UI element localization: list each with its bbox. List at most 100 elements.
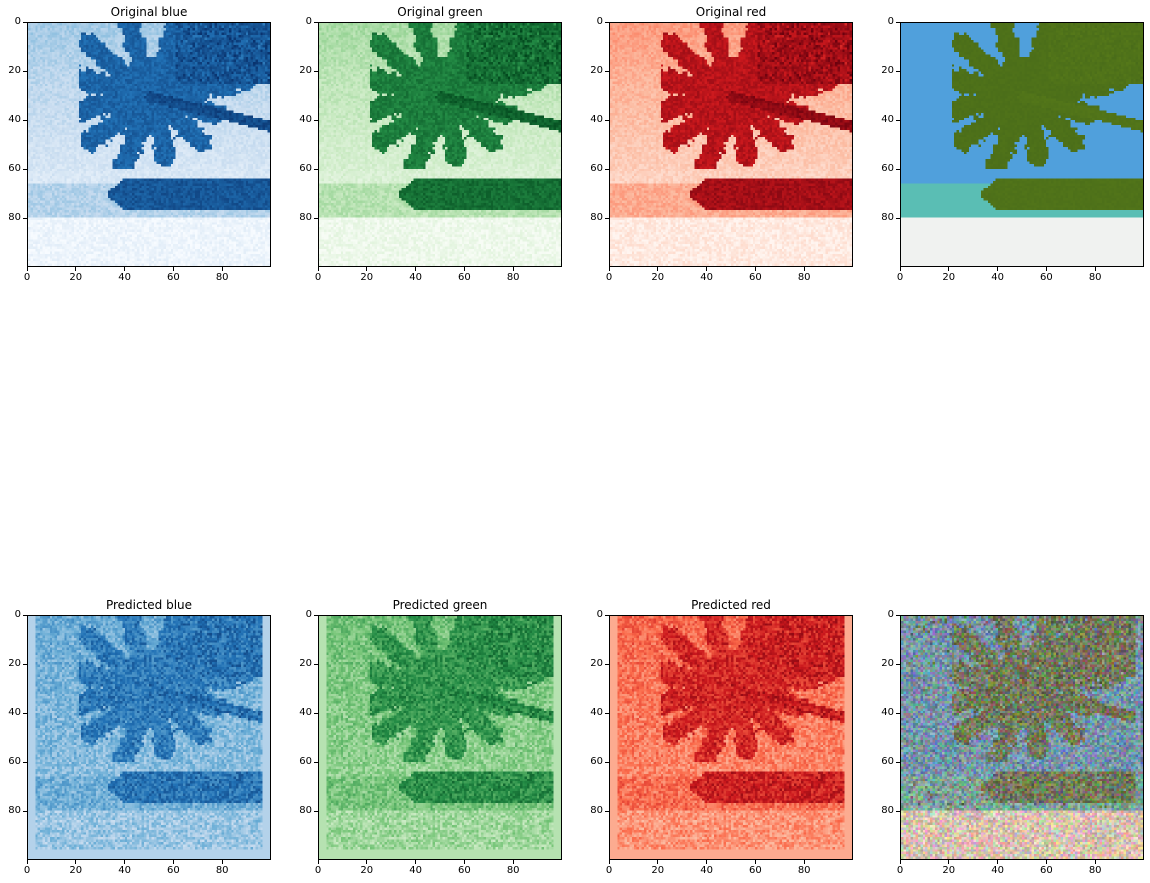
x-tick-label: 60 — [1040, 272, 1053, 283]
x-tick-label: 60 — [167, 865, 180, 876]
y-tick-mark — [605, 712, 609, 714]
y-tick-mark — [896, 119, 900, 121]
x-tick-mark — [512, 267, 514, 271]
x-tick-mark — [608, 267, 610, 271]
y-tick-mark — [314, 168, 318, 170]
x-tick-label: 0 — [896, 865, 904, 876]
image-panel — [318, 615, 562, 860]
x-tick-mark — [1094, 860, 1096, 864]
y-tick-mark — [896, 712, 900, 714]
x-tick-label: 80 — [506, 865, 520, 876]
y-tick-label: 20 — [299, 65, 312, 76]
x-tick-label: 80 — [797, 272, 811, 283]
y-tick-label: 20 — [299, 658, 312, 669]
y-tick-label: 40 — [881, 114, 894, 125]
x-tick-mark — [124, 267, 126, 271]
x-tick-mark — [415, 267, 417, 271]
x-tick-label: 0 — [23, 272, 31, 283]
x-tick-mark — [997, 860, 999, 864]
y-tick-label: 80 — [8, 805, 21, 816]
x-tick-label: 60 — [749, 865, 762, 876]
y-tick-mark — [896, 761, 900, 763]
x-tick-mark — [899, 267, 901, 271]
x-tick-mark — [1045, 860, 1047, 864]
y-tick-label: 80 — [299, 212, 312, 223]
x-tick-mark — [948, 267, 950, 271]
y-tick-mark — [896, 70, 900, 72]
x-tick-label: 60 — [167, 272, 180, 283]
x-tick-label: 0 — [314, 865, 322, 876]
y-tick-label: 0 — [14, 16, 21, 27]
x-tick-mark — [172, 267, 174, 271]
y-tick-mark — [23, 810, 27, 812]
x-tick-label: 0 — [605, 272, 613, 283]
y-tick-mark — [23, 217, 27, 219]
x-tick-mark — [803, 860, 805, 864]
y-tick-mark — [314, 217, 318, 219]
y-tick-mark — [896, 217, 900, 219]
y-tick-mark — [314, 119, 318, 121]
x-tick-label: 20 — [69, 865, 83, 876]
x-tick-label: 80 — [1088, 272, 1102, 283]
heatmap-image — [610, 616, 852, 859]
heatmap-image — [319, 616, 561, 859]
y-tick-mark — [23, 168, 27, 170]
image-panel — [900, 615, 1144, 860]
y-tick-label: 60 — [881, 163, 894, 174]
panel-title: Original blue — [110, 5, 188, 19]
y-tick-label: 0 — [14, 609, 21, 620]
x-tick-mark — [75, 860, 77, 864]
y-tick-label: 20 — [590, 658, 603, 669]
x-tick-label: 80 — [797, 865, 811, 876]
x-tick-mark — [415, 860, 417, 864]
x-tick-mark — [221, 860, 223, 864]
x-tick-label: 80 — [215, 865, 229, 876]
heatmap-image — [319, 23, 561, 266]
x-tick-mark — [657, 267, 659, 271]
x-tick-label: 20 — [942, 865, 956, 876]
x-tick-label: 60 — [458, 272, 471, 283]
y-tick-mark — [314, 761, 318, 763]
y-tick-label: 20 — [881, 658, 894, 669]
x-tick-label: 40 — [118, 865, 131, 876]
y-tick-label: 40 — [8, 707, 21, 718]
x-tick-mark — [948, 860, 950, 864]
x-tick-mark — [26, 267, 28, 271]
x-tick-mark — [26, 860, 28, 864]
y-tick-mark — [23, 21, 27, 23]
y-tick-label: 40 — [299, 114, 312, 125]
x-tick-label: 40 — [700, 865, 713, 876]
y-tick-mark — [605, 21, 609, 23]
y-tick-label: 60 — [8, 163, 21, 174]
x-tick-label: 0 — [605, 865, 613, 876]
x-tick-label: 40 — [118, 272, 131, 283]
y-tick-mark — [605, 119, 609, 121]
heatmap-image — [901, 23, 1143, 266]
x-tick-mark — [221, 267, 223, 271]
y-tick-label: 0 — [596, 16, 603, 27]
y-tick-label: 80 — [881, 805, 894, 816]
x-tick-label: 20 — [942, 272, 956, 283]
y-tick-label: 0 — [887, 16, 894, 27]
x-tick-label: 60 — [749, 272, 762, 283]
y-tick-label: 0 — [596, 609, 603, 620]
x-tick-mark — [366, 860, 368, 864]
x-tick-label: 80 — [215, 272, 229, 283]
x-tick-mark — [124, 860, 126, 864]
y-tick-mark — [314, 810, 318, 812]
y-tick-label: 20 — [881, 65, 894, 76]
x-tick-label: 20 — [360, 865, 374, 876]
x-tick-label: 0 — [314, 272, 322, 283]
x-tick-label: 20 — [651, 865, 665, 876]
x-tick-mark — [803, 267, 805, 271]
x-tick-label: 40 — [700, 272, 713, 283]
y-tick-mark — [605, 663, 609, 665]
y-tick-mark — [23, 70, 27, 72]
y-tick-mark — [896, 614, 900, 616]
x-tick-mark — [754, 860, 756, 864]
y-tick-mark — [23, 761, 27, 763]
y-tick-mark — [314, 663, 318, 665]
y-tick-mark — [896, 168, 900, 170]
y-tick-label: 80 — [590, 805, 603, 816]
image-panel — [900, 22, 1144, 267]
